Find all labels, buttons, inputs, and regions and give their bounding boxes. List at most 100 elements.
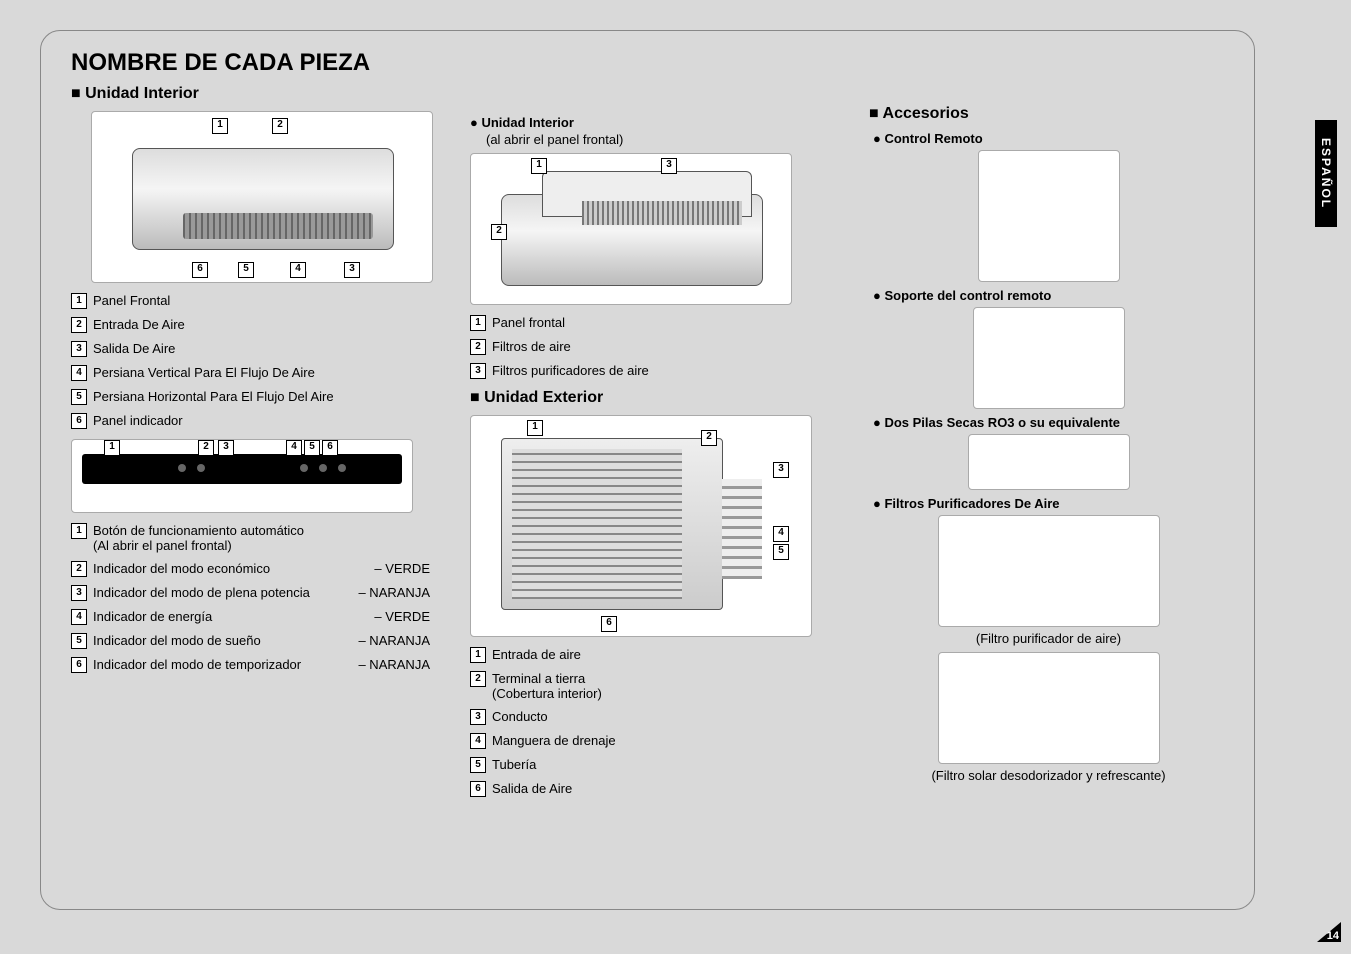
part-item: 4Manguera de drenaje: [470, 733, 829, 749]
part-number-box: 5: [470, 757, 486, 773]
accessory-image: [938, 652, 1160, 764]
callout: 1: [212, 118, 228, 134]
part-number-box: 4: [71, 365, 87, 381]
part-number-box: 5: [71, 389, 87, 405]
part-number-box: 6: [470, 781, 486, 797]
part-item: 6 Panel indicador: [71, 413, 430, 429]
part-number-box: 1: [470, 315, 486, 331]
column-1: NOMBRE DE CADA PIEZA Unidad Interior 1 2…: [71, 49, 430, 807]
callout: 6: [192, 262, 208, 278]
part-number-box: 2: [71, 317, 87, 333]
callout: 3: [661, 158, 677, 174]
part-label: Filtros purificadores de aire: [492, 363, 829, 378]
callout: 6: [601, 616, 617, 632]
part-label: Tubería: [492, 757, 829, 772]
part-label: Entrada De Aire: [93, 317, 430, 332]
language-tab: ESPAÑOL: [1315, 120, 1337, 227]
accessory-title: Filtros Purificadores De Aire: [873, 496, 1228, 511]
accessory-item: Control Remoto: [869, 131, 1228, 282]
accessory-caption: (Filtro purificador de aire): [869, 631, 1228, 646]
part-label: Indicador de energía: [93, 609, 374, 624]
indicator-parts-list: 1 Botón de funcionamiento automático(Al a…: [71, 523, 430, 673]
accessory-image: [978, 150, 1120, 282]
section-indoor-open-note: (al abrir el panel frontal): [486, 132, 829, 147]
part-item: 1 Entrada de aire: [470, 647, 829, 663]
part-item: 2Terminal a tierra(Cobertura interior): [470, 671, 829, 701]
part-label: Panel indicador: [93, 413, 430, 428]
callout: 3: [344, 262, 360, 278]
callout: 1: [527, 420, 543, 436]
part-label: Manguera de drenaje: [492, 733, 829, 748]
part-item: 6Salida de Aire: [470, 781, 829, 797]
callout: 6: [322, 440, 338, 456]
callout: 2: [198, 440, 214, 456]
callout: 4: [290, 262, 306, 278]
accessory-image: [968, 434, 1130, 490]
part-number-box: 3: [71, 585, 87, 601]
part-number-box: 4: [71, 609, 87, 625]
part-item: 3 Conducto: [470, 709, 829, 725]
part-item: 4Persiana Vertical Para El Flujo De Aire: [71, 365, 430, 381]
part-item: 1Panel Frontal: [71, 293, 430, 309]
part-number-box: 3: [470, 363, 486, 379]
part-label: Salida De Aire: [93, 341, 430, 356]
part-number-box: 1: [470, 647, 486, 663]
part-sublabel: (Al abrir el panel frontal): [93, 538, 430, 553]
accessory-item: Soporte del control remoto: [869, 288, 1228, 409]
part-number-box: 2: [71, 561, 87, 577]
callout: 2: [272, 118, 288, 134]
callout: 4: [773, 526, 789, 542]
part-item: 3 Indicador del modo de plena potencia– N…: [71, 585, 430, 601]
part-item: 2 Entrada De Aire: [71, 317, 430, 333]
callout: 2: [491, 224, 507, 240]
part-item: 1Panel frontal: [470, 315, 829, 331]
callout: 5: [773, 544, 789, 560]
column-2: Unidad Interior (al abrir el panel front…: [470, 49, 829, 807]
callout: 3: [773, 462, 789, 478]
section-accessories-title: Accesorios: [869, 105, 1228, 123]
diagram-indoor-unit: 1 2 3 4 5 6: [91, 111, 433, 283]
part-number-box: 6: [71, 657, 87, 673]
accessory-item: (Filtro solar desodorizador y refrescant…: [869, 652, 1228, 783]
part-number-box: 6: [71, 413, 87, 429]
accessory-title: Dos Pilas Secas RO3 o su equivalente: [873, 415, 1228, 430]
part-item: 3Salida De Aire: [71, 341, 430, 357]
accessory-caption: (Filtro solar desodorizador y refrescant…: [869, 768, 1228, 783]
callout: 3: [218, 440, 234, 456]
accessory-title: Control Remoto: [873, 131, 1228, 146]
part-item: 2Indicador del modo económico– VERDE: [71, 561, 430, 577]
diagram-outdoor-unit: 1 2 3 4 5 6: [470, 415, 812, 637]
part-item: 6Indicador del modo de temporizador– NAR…: [71, 657, 430, 673]
part-color: – NARANJA: [358, 585, 430, 600]
part-item: 5 Tubería: [470, 757, 829, 773]
part-label: Indicador del modo de plena potencia: [93, 585, 358, 600]
indoor-open-parts-list: 1Panel frontal 2 Filtros de aire 3 Filtros p…: [470, 315, 829, 379]
part-label: Conducto: [492, 709, 829, 724]
callout: 1: [104, 440, 120, 456]
outdoor-parts-list: 1 Entrada de aire 2Terminal a tierra(Cober…: [470, 647, 829, 797]
column-3: Accesorios Control Remoto Soporte del con…: [869, 49, 1228, 807]
accessory-item: Dos Pilas Secas RO3 o su equivalente: [869, 415, 1228, 490]
section-indoor-unit-title: Unidad Interior: [71, 85, 430, 103]
part-item: 5Persiana Horizontal Para El Flujo Del A…: [71, 389, 430, 405]
diagram-indicator-panel: 1 2 3 4 5 6: [71, 439, 413, 513]
part-item: 5 Indicador del modo de sueño– NARANJA: [71, 633, 430, 649]
part-label: Filtros de aire: [492, 339, 829, 354]
part-number-box: 3: [470, 709, 486, 725]
part-number-box: 2: [470, 339, 486, 355]
part-item: 2 Filtros de aire: [470, 339, 829, 355]
part-color: – NARANJA: [358, 633, 430, 648]
page-title: NOMBRE DE CADA PIEZA: [71, 49, 430, 77]
part-label: Indicador del modo de temporizador: [93, 657, 358, 672]
page-number: 14: [1327, 930, 1339, 942]
part-label: Panel Frontal: [93, 293, 430, 308]
part-item: 3 Filtros purificadores de aire: [470, 363, 829, 379]
part-color: – VERDE: [374, 561, 430, 576]
part-number-box: 5: [71, 633, 87, 649]
callout: 2: [701, 430, 717, 446]
part-number-box: 1: [71, 523, 87, 539]
part-color: – VERDE: [374, 609, 430, 624]
part-label: Entrada de aire: [492, 647, 829, 662]
part-label: Indicador del modo de sueño: [93, 633, 358, 648]
part-label: Botón de funcionamiento automático(Al ab…: [93, 523, 430, 553]
